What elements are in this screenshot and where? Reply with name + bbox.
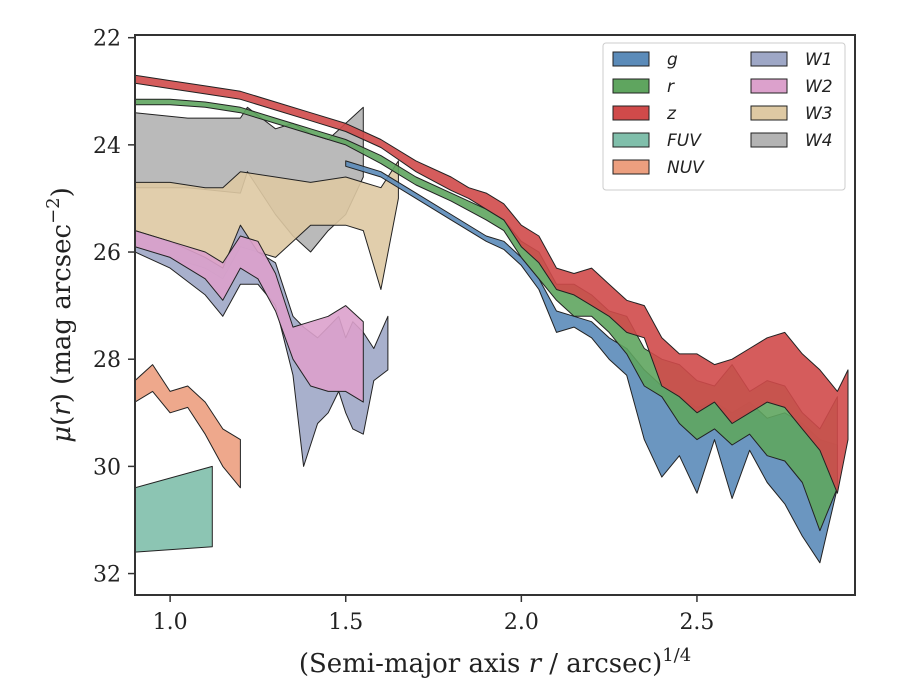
legend: grz FUV NUV W1 W2 W3 W4 xyxy=(602,42,846,191)
legend-label-z: z xyxy=(666,104,677,124)
y-tick-label: 32 xyxy=(93,563,121,588)
y-tick-label: 28 xyxy=(93,348,121,373)
legend-swatch-w4 xyxy=(750,132,788,148)
legend-label-w1: W1 xyxy=(805,50,833,70)
y-axis-label-sup: −2 xyxy=(43,197,64,224)
legend-swatch-w2 xyxy=(750,78,788,94)
x-tick-label: 1.0 xyxy=(153,610,188,635)
x-axis-label-var: r xyxy=(529,649,543,679)
legend-label-nuv: NUV xyxy=(667,158,705,178)
y-tick-label: 26 xyxy=(93,241,121,266)
y-axis-label-var: r xyxy=(47,402,77,416)
series-band-z xyxy=(135,74,849,494)
y-axis-label: μ(r) (mag arcsec−2) xyxy=(43,187,77,443)
x-axis-label: (Semi-major axis r / arcsec)1/4 xyxy=(299,645,691,679)
y-axis: 22 24 26 28 30 32 xyxy=(93,27,135,588)
legend-label-w2: W2 xyxy=(805,77,833,97)
y-axis-label-mid: ) (mag arcsec xyxy=(47,224,77,403)
y-axis-label-close: ) xyxy=(47,187,77,197)
legend-label-fuv: FUV xyxy=(667,131,702,151)
series-band-fuv xyxy=(135,465,213,553)
legend-label-w4: W4 xyxy=(805,131,833,151)
series-band-w2 xyxy=(135,230,364,403)
y-tick-label: 22 xyxy=(93,27,121,52)
legend-swatch-w1 xyxy=(750,51,788,67)
legend-swatch-r xyxy=(612,78,650,94)
plot-frame xyxy=(134,34,856,596)
legend-swatch-nuv xyxy=(612,159,650,175)
legend-swatch-g xyxy=(612,51,650,67)
x-tick-label: 1.5 xyxy=(328,610,363,635)
series-band-w1 xyxy=(135,224,389,467)
x-axis-label-sup: 1/4 xyxy=(662,645,691,666)
y-tick-label: 24 xyxy=(93,134,121,159)
x-axis-label-mid: / arcsec) xyxy=(541,649,662,679)
legend-label-w3: W3 xyxy=(805,104,833,124)
legend-label-g: g xyxy=(667,50,678,70)
legend-label-r: r xyxy=(667,77,675,97)
legend-swatch-fuv xyxy=(612,132,650,148)
series-band-nuv xyxy=(135,364,241,489)
legend-swatch-z xyxy=(612,105,650,121)
series-layer xyxy=(135,74,849,564)
y-axis-label-mu: μ xyxy=(47,426,77,443)
x-tick-label: 2.0 xyxy=(504,610,539,635)
x-tick-label: 2.5 xyxy=(679,610,714,635)
y-tick-label: 30 xyxy=(93,455,121,480)
y-axis-label-open: ( xyxy=(47,416,77,426)
x-axis: 1.0 1.5 2.0 2.5 xyxy=(153,595,714,635)
x-axis-label-prefix: (Semi-major axis xyxy=(299,649,529,679)
legend-swatch-w3 xyxy=(750,105,788,121)
